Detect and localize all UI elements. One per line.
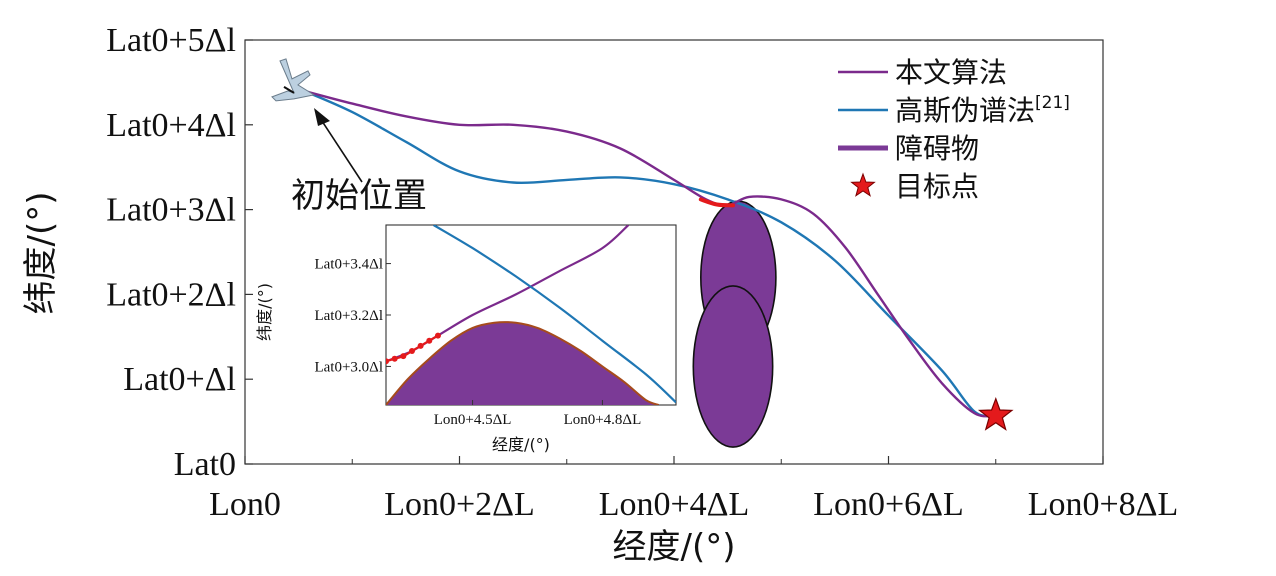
y-tick-label: Lat0 — [174, 446, 236, 483]
inset-highlight — [386, 332, 441, 365]
legend-superscript: [21] — [1035, 93, 1070, 113]
x-tick-label: Lon0 — [209, 486, 281, 523]
obstacle-ellipse — [692, 285, 774, 448]
inset-highlight-point — [408, 348, 415, 354]
x-tick-label: Lon0+4ΔL — [599, 486, 750, 523]
target-star — [977, 396, 1014, 431]
legend-label: 目标点 — [895, 170, 979, 203]
x-tick-label: Lon0+8ΔL — [1028, 486, 1179, 523]
inset-x-axis-title: 经度/(°) — [492, 435, 550, 454]
y-axis-title: 纬度/(°) — [21, 192, 61, 315]
target-star-icon — [977, 396, 1014, 431]
legend-star-icon — [850, 172, 876, 197]
series-line — [303, 89, 997, 418]
inset-series-line — [433, 225, 676, 404]
main-highlight — [698, 197, 735, 208]
inset-x-tick-label: Lon0+4.8ΔL — [564, 412, 642, 428]
obstacles — [692, 200, 777, 448]
inset-y-tick-label: Lat0+3.4Δl — [314, 257, 383, 273]
inset-ticks: Lon0+4.5ΔL Lon0+4.8ΔL Lat0+3.0Δl Lat0+3.2Δl… — [314, 257, 641, 428]
main-ticks: Lon0 Lon0+2ΔL Lon0+4ΔL Lon0+6ΔL Lon0+8ΔL Lat0… — [106, 22, 1178, 523]
y-tick-label: Lat0+2Δl — [106, 276, 236, 313]
inset-obstacle — [386, 321, 660, 405]
highlight-path — [698, 197, 735, 208]
annotation-text: 初始位置 — [291, 176, 427, 216]
inset-x-tick-label: Lon0+4.5ΔL — [434, 412, 512, 428]
y-tick-label: Lat0+4Δl — [106, 107, 236, 144]
legend-label: 本文算法 — [895, 56, 1007, 89]
aircraft-icon — [271, 58, 316, 102]
inset-obstacle-edge — [386, 321, 660, 405]
y-tick-label: Lat0+5Δl — [106, 22, 236, 59]
inset-y-tick-label: Lat0+3.2Δl — [314, 308, 383, 324]
inset-highlight-point — [386, 358, 389, 365]
inset-obstacle-area — [386, 322, 659, 405]
annotation-arrow — [319, 117, 363, 183]
inset-highlight-point — [391, 355, 398, 362]
inset-highlight-point — [417, 342, 424, 349]
arrow-head — [314, 108, 330, 126]
inset-y-axis-title: 纬度/(°) — [255, 283, 274, 341]
inset-highlight-point — [400, 353, 407, 360]
y-tick-label: Lat0+Δl — [123, 361, 236, 398]
inset-highlight-point — [434, 332, 441, 339]
legend-label: 障碍物 — [895, 132, 979, 165]
x-tick-label: Lon0+2ΔL — [384, 486, 535, 523]
x-axis-title: 经度/(°) — [613, 527, 736, 567]
inset-highlight-point — [426, 337, 433, 344]
x-tick-label: Lon0+6ΔL — [813, 486, 964, 523]
inset-y-tick-label: Lat0+3.0Δl — [314, 359, 383, 375]
y-tick-label: Lat0+3Δl — [106, 192, 236, 229]
